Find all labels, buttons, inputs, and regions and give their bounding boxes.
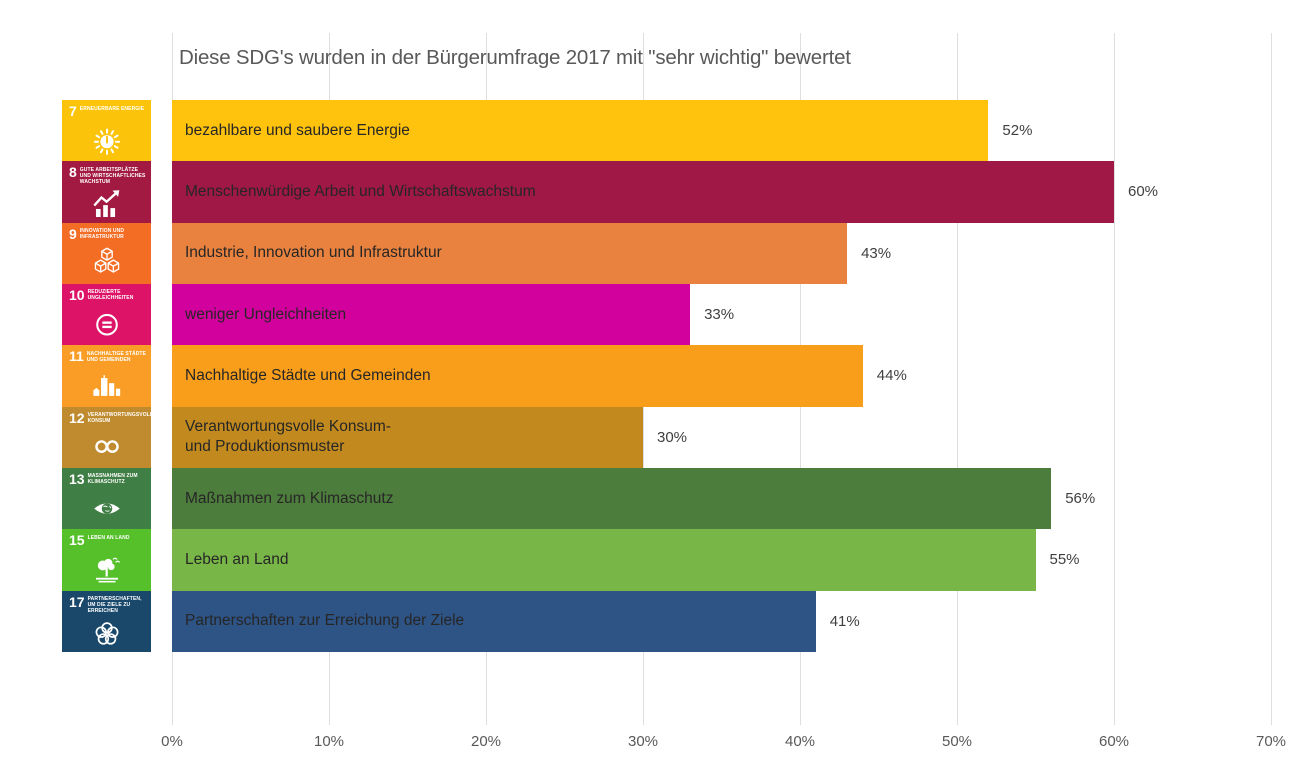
- chart-row-sdg11: Nachhaltige Städte und Gemeinden 44%: [172, 345, 1271, 407]
- bar-value: 56%: [1065, 490, 1096, 508]
- x-axis: 0% 10% 20% 30% 40% 50% 60% 70%: [161, 733, 1286, 753]
- sdg-title: ERNEUERBARE ENERGIE: [79, 105, 145, 112]
- sdg-tile-12: 12 VERANTWORTUNGSVOLLER KONSUM: [62, 406, 151, 468]
- interlocking-circles-icon: [62, 614, 151, 652]
- chart-row-sdg15: Leben an Land 55%: [172, 529, 1271, 591]
- cubes-icon: [62, 241, 151, 284]
- sdg-tile-header: 11 NACHHALTIGE STÄDTE UND GEMEINDEN: [62, 345, 151, 363]
- bar-sdg10[interactable]: weniger Ungleichheiten: [172, 283, 691, 346]
- x-axis-label: 40%: [784, 733, 816, 750]
- chart-row-sdg12: Verantwortungsvolle Konsum- und Produkti…: [172, 406, 1271, 468]
- sdg-tile-10: 10 REDUZIERTE UNGLEICHHEITEN: [62, 283, 151, 346]
- bar-value: 43%: [861, 244, 892, 262]
- bar-sdg11[interactable]: Nachhaltige Städte und Gemeinden: [172, 345, 863, 407]
- gridline: [1114, 33, 1115, 725]
- x-axis-label: 30%: [627, 733, 659, 750]
- sdg-tile-header: 7 ERNEUERBARE ENERGIE: [62, 100, 151, 118]
- sdg-title: MASSNAHMEN ZUM KLIMASCHUTZ: [87, 473, 138, 486]
- sdg-title: LEBEN AN LAND: [87, 534, 130, 541]
- sdg-tile-17: 17 PARTNERSCHAFTEN, UM DIE ZIELE ZU ERRE…: [62, 590, 151, 652]
- x-axis-label: 10%: [313, 733, 345, 750]
- bars-area: bezahlbare und saubere Energie 52% Mensc…: [172, 100, 1271, 652]
- bar-value: 41%: [829, 612, 860, 630]
- bar-label: Maßnahmen zum Klimaschutz: [185, 489, 394, 507]
- eye-globe-icon: [62, 486, 151, 529]
- sdg-tile-13: 13 MASSNAHMEN ZUM KLIMASCHUTZ: [62, 467, 151, 530]
- sdg-tile-header: 15 LEBEN AN LAND: [62, 529, 151, 547]
- bar-sdg15[interactable]: Leben an Land: [172, 529, 1036, 591]
- bar-sdg13[interactable]: Maßnahmen zum Klimaschutz: [172, 467, 1052, 530]
- sdg-number: 10: [69, 286, 85, 303]
- sdg-number: 7: [69, 103, 77, 119]
- bar-sdg17[interactable]: Partnerschaften zur Erreichung der Ziele: [172, 590, 816, 652]
- sdg-number: 8: [69, 164, 77, 181]
- sdg-title: INNOVATION UND INFRASTRUKTUR: [79, 228, 125, 241]
- x-axis-label: 70%: [1255, 733, 1287, 750]
- sdg-tile-11: 11 NACHHALTIGE STÄDTE UND GEMEINDEN: [62, 345, 151, 407]
- sdg-tile-header: 13 MASSNAHMEN ZUM KLIMASCHUTZ: [62, 468, 151, 486]
- bar-label: Partnerschaften zur Erreichung der Ziele: [185, 612, 465, 630]
- city-buildings-icon: [62, 363, 151, 406]
- bar-value: 60%: [1128, 183, 1159, 201]
- chart-row-sdg8: Menschenwürdige Arbeit und Wirtschaftswa…: [172, 161, 1271, 223]
- sdg-title: NACHHALTIGE STÄDTE UND GEMEINDEN: [86, 350, 147, 363]
- bar-sdg8[interactable]: Menschenwürdige Arbeit und Wirtschaftswa…: [172, 161, 1114, 223]
- sdg-tile-header: 10 REDUZIERTE UNGLEICHHEITEN: [62, 284, 151, 302]
- sdg-number: 13: [69, 470, 85, 487]
- gridline: [1271, 33, 1272, 725]
- bar-label: Leben an Land: [185, 550, 289, 568]
- sdg-number: 11: [69, 348, 84, 365]
- x-axis-label: 50%: [941, 733, 973, 750]
- bar-value: 33%: [704, 306, 735, 324]
- sdg-number: 12: [69, 409, 85, 426]
- bar-value: 30%: [657, 428, 688, 446]
- sdg-number: 15: [69, 532, 85, 549]
- chart-title: Diese SDG's wurden in der Bürgerumfrage …: [179, 46, 851, 69]
- bar-label: Nachhaltige Städte und Gemeinden: [185, 366, 431, 384]
- bar-label: weniger Ungleichheiten: [185, 305, 347, 323]
- tree-icon: [62, 547, 151, 590]
- bar-label: Industrie, Innovation und Infrastruktur: [185, 244, 442, 262]
- chart-row-sdg13: Maßnahmen zum Klimaschutz 56%: [172, 467, 1271, 530]
- bar-sdg12[interactable]: Verantwortungsvolle Konsum- und Produkti…: [172, 406, 643, 468]
- sdg-number: 17: [69, 593, 85, 610]
- x-axis-label: 0%: [161, 733, 183, 750]
- growth-chart-icon: [62, 185, 151, 223]
- chart-row-sdg10: weniger Ungleichheiten 33%: [172, 283, 1271, 346]
- sdg-title: GUTE ARBEITSPLÄTZE UND WIRTSCHAFTLICHES …: [79, 166, 146, 185]
- sdg-tile-9: 9 INNOVATION UND INFRASTRUKTUR: [62, 222, 151, 284]
- equality-icon: [62, 302, 151, 345]
- x-axis-label: 60%: [1098, 733, 1130, 750]
- chart-row-sdg7: bezahlbare und saubere Energie 52%: [172, 100, 1271, 162]
- sdg-tile-header: 9 INNOVATION UND INFRASTRUKTUR: [62, 223, 151, 241]
- gridline: [957, 33, 958, 725]
- bar-value: 44%: [876, 367, 907, 385]
- infinity-loop-icon: [62, 425, 151, 468]
- sdg-tile-8: 8 GUTE ARBEITSPLÄTZE UND WIRTSCHAFTLICHE…: [62, 161, 151, 223]
- sun-energy-icon: [62, 118, 151, 161]
- sdg-tile-15: 15 LEBEN AN LAND: [62, 529, 151, 591]
- sdg-title: REDUZIERTE UNGLEICHHEITEN: [87, 289, 134, 302]
- bar-value: 55%: [1049, 551, 1080, 569]
- chart-row-sdg9: Industrie, Innovation und Infrastruktur …: [172, 222, 1271, 284]
- bar-label: Menschenwürdige Arbeit und Wirtschaftswa…: [185, 182, 536, 200]
- bar-label: bezahlbare und saubere Energie: [185, 121, 410, 139]
- sdg-number: 9: [69, 225, 77, 242]
- x-axis-label: 20%: [470, 733, 502, 750]
- bar-label: Verantwortungsvolle Konsum- und Produkti…: [185, 418, 391, 456]
- bar-value: 52%: [1002, 122, 1033, 140]
- sdg-title: VERANTWORTUNGSVOLLER KONSUM: [87, 412, 151, 425]
- sdg-title: PARTNERSCHAFTEN, UM DIE ZIELE ZU ERREICH…: [87, 596, 142, 615]
- bar-sdg9[interactable]: Industrie, Innovation und Infrastruktur: [172, 222, 848, 284]
- sdg-icon-column: 7 ERNEUERBARE ENERGIE: [62, 100, 151, 652]
- sdg-tile-header: 8 GUTE ARBEITSPLÄTZE UND WIRTSCHAFTLICHE…: [62, 161, 151, 185]
- sdg-tile-header: 17 PARTNERSCHAFTEN, UM DIE ZIELE ZU ERRE…: [62, 591, 151, 615]
- bar-sdg7[interactable]: bezahlbare und saubere Energie: [172, 100, 989, 162]
- sdg-tile-header: 12 VERANTWORTUNGSVOLLER KONSUM: [62, 407, 151, 425]
- sdg-tile-7: 7 ERNEUERBARE ENERGIE: [62, 100, 151, 162]
- chart-row-sdg17: Partnerschaften zur Erreichung der Ziele…: [172, 590, 1271, 652]
